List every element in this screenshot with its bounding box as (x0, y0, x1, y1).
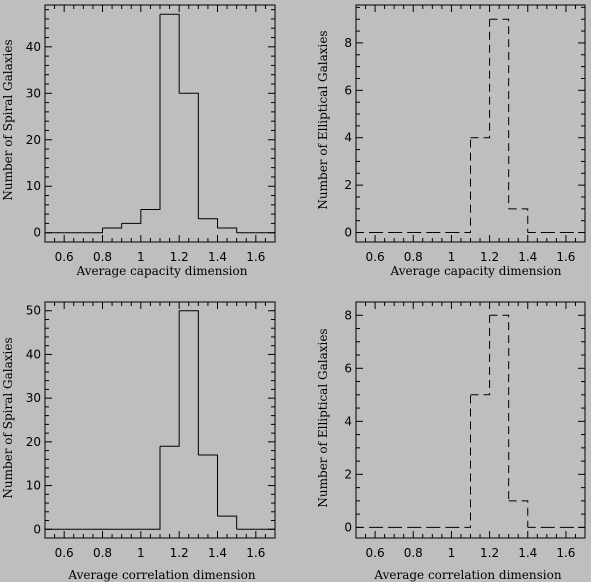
histogram-steps (356, 314, 585, 528)
x-tick-label: 1.4 (208, 250, 227, 264)
histogram-bin (179, 310, 199, 455)
y-tick-label: 2 (344, 467, 352, 481)
x-tick-label: 0.8 (404, 546, 423, 560)
y-tick-label: 10 (26, 479, 41, 493)
histogram-steps (356, 18, 585, 234)
x-tick-label: 1.6 (556, 546, 575, 560)
x-tick-label: 1.2 (480, 250, 499, 264)
x-tick-label: 1.4 (518, 546, 537, 560)
x-tick-label: 1.2 (480, 546, 499, 560)
histogram-bin (140, 14, 161, 210)
x-axis-label: Average correlation dimension (67, 568, 255, 582)
y-tick-label: 6 (344, 83, 352, 97)
histogram-bin (198, 218, 218, 229)
panel-capacity-elliptical: Average capacity dimension Number of Ell… (316, 4, 586, 278)
panel-correlation-elliptical: Average correlation dimension Number of … (316, 301, 586, 582)
y-axis-label: Number of Spiral Galaxies (1, 337, 15, 498)
histogram-bin (489, 18, 510, 209)
y-tick-label: 30 (26, 86, 41, 100)
y-tick-label: 2 (344, 178, 352, 192)
plot-frame (355, 301, 586, 539)
x-tick-label: 0.6 (366, 546, 385, 560)
y-tick-label: 40 (26, 347, 41, 361)
y-tick-label: 4 (344, 131, 352, 145)
y-axis-label: Number of Spiral Galaxies (1, 39, 15, 200)
y-tick-label: 0 (344, 226, 352, 240)
plot-frame (355, 4, 586, 243)
x-tick-label: 1.4 (208, 546, 227, 560)
x-axis-label: Average correlation dimension (373, 568, 561, 582)
histogram-bin (121, 209, 142, 224)
x-tick-label: 0.6 (366, 250, 385, 264)
x-tick-label: 1.6 (246, 546, 265, 560)
ticks (355, 301, 586, 538)
x-axis-label: Average capacity dimension (76, 264, 248, 278)
panel-capacity-spiral: Average capacity dimension Number of Spi… (1, 4, 276, 278)
y-tick-label: 50 (26, 304, 41, 318)
x-tick-label: 1.6 (556, 250, 575, 264)
y-tick-label: 8 (344, 36, 352, 50)
histogram-bin (489, 314, 510, 501)
x-tick-label: 0.8 (93, 250, 112, 264)
histogram-steps (45, 13, 275, 234)
histogram-bin (451, 137, 471, 234)
histogram-bin (179, 92, 199, 219)
x-tick-label: 1 (448, 250, 456, 264)
histogram-bin (451, 394, 471, 528)
histogram-bin (217, 227, 238, 233)
x-tick-label: 1.6 (246, 250, 265, 264)
y-tick-label: 20 (26, 435, 41, 449)
y-tick-label: 4 (344, 414, 352, 428)
histogram-bin (470, 315, 491, 396)
histogram-bin (217, 515, 238, 530)
x-tick-label: 1 (137, 250, 145, 264)
x-tick-label: 1.2 (170, 546, 189, 560)
y-axis-label: Number of Elliptical Galaxies (316, 328, 330, 507)
y-axis-label: Number of Elliptical Galaxies (316, 30, 330, 209)
histogram-bin (508, 208, 529, 233)
x-tick-label: 1.4 (518, 250, 537, 264)
histogram-steps (45, 310, 275, 530)
ticks (44, 5, 276, 243)
y-tick-label: 6 (344, 361, 352, 375)
x-tick-label: 1 (448, 546, 456, 560)
y-tick-label: 40 (26, 40, 41, 54)
x-tick-label: 0.8 (93, 546, 112, 560)
y-tick-label: 30 (26, 391, 41, 405)
y-tick-label: 0 (344, 520, 352, 534)
histogram-bin (508, 500, 529, 528)
y-tick-label: 20 (26, 133, 41, 147)
x-axis-label: Average capacity dimension (390, 264, 562, 278)
histogram-bin (198, 454, 218, 517)
y-tick-label: 8 (344, 308, 352, 322)
x-tick-label: 0.6 (55, 250, 74, 264)
plot-frame (44, 301, 276, 539)
x-tick-label: 0.6 (55, 546, 74, 560)
x-tick-label: 1.2 (170, 250, 189, 264)
histogram-bin (140, 446, 161, 530)
plot-frame (44, 4, 276, 243)
y-tick-label: 0 (33, 226, 41, 240)
histogram-bin (102, 223, 123, 229)
x-tick-label: 0.8 (404, 250, 423, 264)
panel-correlation-spiral: Average correlation dimension Number of … (1, 301, 276, 582)
histogram-bin (470, 19, 491, 139)
y-tick-label: 0 (33, 522, 41, 536)
histogram-bin (160, 310, 180, 447)
histogram-bin (160, 13, 180, 94)
y-tick-label: 10 (26, 179, 41, 193)
x-tick-label: 1 (137, 546, 145, 560)
histogram-bin (83, 228, 103, 234)
